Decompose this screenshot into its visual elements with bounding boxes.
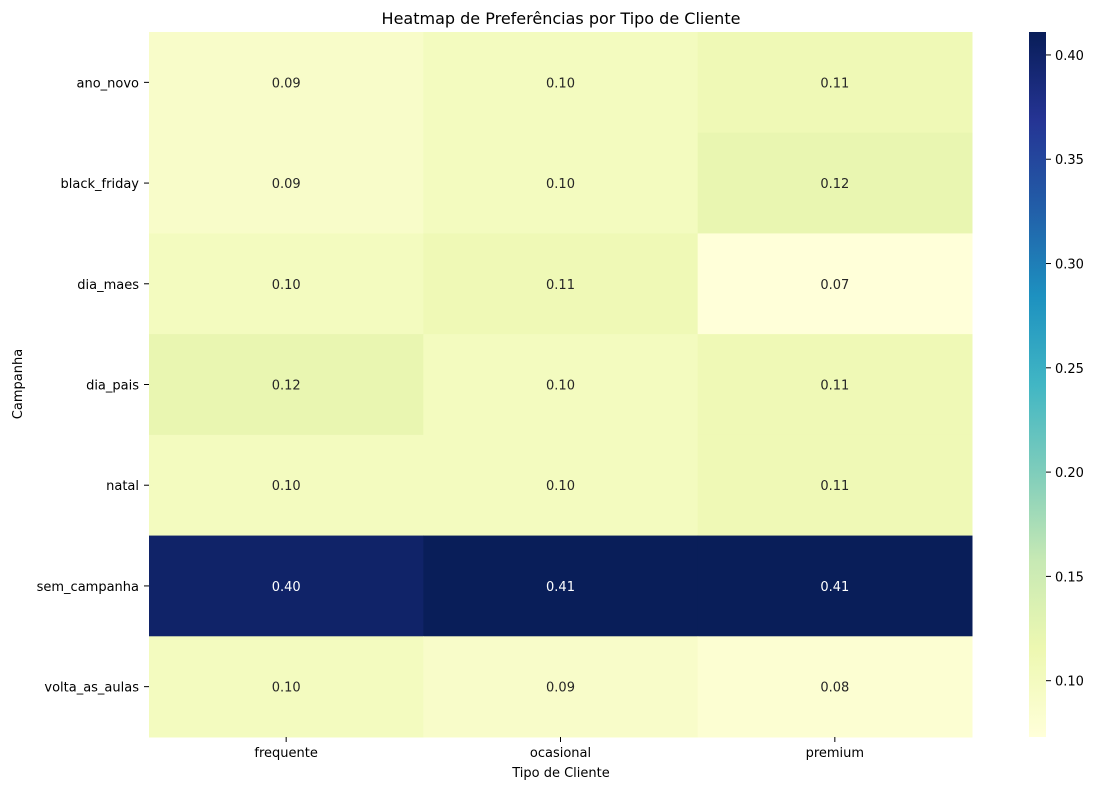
colorbar-tick-label: 0.10 [1055, 675, 1084, 690]
heatmap-cell [423, 434, 699, 537]
x-axis-ticks: frequente ocasional premium [254, 737, 864, 761]
heatmap-cell [149, 233, 424, 335]
cell-value-label: 0.09 [546, 681, 575, 696]
heatmap-cell [697, 636, 973, 738]
heatmap-cell [697, 233, 973, 335]
cell-value-label: 0.11 [820, 479, 849, 494]
heatmap-cell [149, 434, 424, 537]
cell-value-label: 0.10 [546, 479, 575, 494]
heatmap-cell [697, 535, 973, 637]
y-tick-label: ano_novo [77, 76, 140, 91]
cell-value-label: 0.09 [272, 177, 301, 192]
cell-value-label: 0.10 [272, 681, 301, 696]
heatmap-cell [149, 334, 424, 436]
cell-value-label: 0.12 [272, 379, 301, 394]
cell-value-label: 0.10 [546, 177, 575, 192]
cell-value-label: 0.10 [272, 278, 301, 293]
cell-value-label: 0.40 [272, 580, 301, 595]
heatmap-cell [423, 32, 699, 134]
colorbar-ticks: 0.10 0.15 0.20 0.25 0.30 0.35 0.40 [1046, 49, 1084, 690]
chart-title: Heatmap de Preferências por Tipo de Clie… [382, 9, 741, 28]
heatmap-cell [697, 334, 973, 436]
cell-value-label: 0.11 [820, 379, 849, 394]
heatmap-cell [149, 132, 424, 234]
cell-value-label: 0.10 [272, 479, 301, 494]
x-tick-label: frequente [254, 746, 317, 761]
cell-value-label: 0.07 [820, 278, 849, 293]
cell-value-label: 0.09 [272, 76, 301, 91]
cell-value-label: 0.11 [546, 278, 575, 293]
y-tick-label: dia_pais [86, 379, 139, 394]
heatmap-cell [697, 132, 973, 234]
cell-value-label: 0.11 [820, 76, 849, 91]
heatmap-cell [423, 334, 699, 436]
heatmap-cell [697, 434, 973, 537]
colorbar-tick-label: 0.40 [1055, 49, 1084, 64]
cell-value-label: 0.41 [546, 580, 575, 595]
colorbar-tick-label: 0.35 [1055, 153, 1084, 168]
x-tick-label: ocasional [530, 746, 591, 761]
cell-value-label: 0.10 [546, 76, 575, 91]
x-tick-label: premium [806, 746, 865, 761]
heatmap-cell [149, 535, 424, 637]
colorbar-gradient [1029, 32, 1046, 737]
y-tick-label: sem_campanha [37, 580, 139, 595]
heatmap-cell [149, 32, 424, 134]
colorbar-tick-label: 0.25 [1055, 362, 1084, 377]
x-axis-label: Tipo de Cliente [511, 766, 610, 781]
cell-value-label: 0.10 [546, 379, 575, 394]
cell-value-label: 0.08 [820, 681, 849, 696]
y-tick-label: dia_maes [77, 278, 139, 293]
y-tick-label: volta_as_aulas [44, 681, 139, 696]
cell-value-label: 0.12 [820, 177, 849, 192]
heatmap-cell [423, 636, 699, 738]
heatmap-cell [423, 535, 699, 637]
y-axis-label: Campanha [11, 349, 26, 419]
heatmap-cell [423, 132, 699, 234]
colorbar-tick-label: 0.30 [1055, 258, 1084, 273]
y-tick-label: black_friday [61, 177, 140, 192]
y-axis-ticks: ano_novo black_friday dia_maes dia_paisnata… [37, 76, 149, 696]
heatmap-cells: 0.09 0.10 0.11 0.09 0.10 0.12 0.10 0.11 0.07 0.12… [149, 32, 973, 738]
cell-value-label: 0.41 [820, 580, 849, 595]
heatmap-cell [697, 32, 973, 134]
colorbar-tick-label: 0.15 [1055, 570, 1084, 585]
heatmap-cell [149, 636, 424, 738]
y-tick-label: natal [106, 479, 139, 494]
heatmap-cell [423, 233, 699, 335]
colorbar-tick-label: 0.20 [1055, 466, 1084, 481]
colorbar: 0.10 0.15 0.20 0.25 0.30 0.35 0.40 [1029, 32, 1084, 737]
